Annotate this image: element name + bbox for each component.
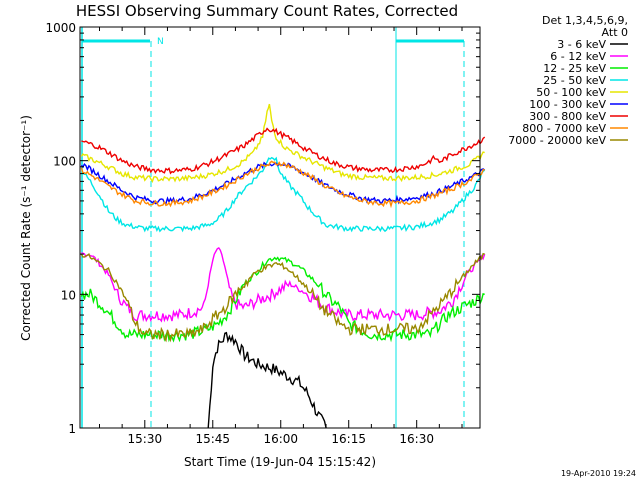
night-marker-label: N bbox=[157, 37, 164, 47]
y-tick-label-3: 1000 bbox=[45, 21, 76, 35]
legend-label-5: 100 - 300 keV bbox=[529, 98, 606, 111]
legend-label-2: 12 - 25 keV bbox=[543, 62, 606, 75]
x-tick-label-2: 16:00 bbox=[263, 432, 298, 446]
legend-label-7: 800 - 7000 keV bbox=[522, 122, 606, 135]
legend-label-0: 3 - 6 keV bbox=[557, 38, 606, 51]
chart-title: HESSI Observing Summary Count Rates, Cor… bbox=[76, 2, 458, 20]
plot-border bbox=[79, 26, 481, 429]
plot-frame bbox=[79, 26, 481, 429]
series-line-1 bbox=[81, 246, 486, 323]
legend-label-8: 7000 - 20000 keV bbox=[508, 134, 606, 147]
x-tick-label-0: 15:30 bbox=[128, 432, 163, 446]
legend-label-6: 300 - 800 keV bbox=[529, 110, 606, 123]
footer-timestamp: 19-Apr-2010 19:24 bbox=[561, 469, 636, 478]
series-line-4 bbox=[80, 103, 485, 184]
x-tick-label-3: 16:15 bbox=[331, 432, 366, 446]
legend-header-0: Det 1,3,4,5,6,9, bbox=[542, 14, 628, 27]
y-tick-label-1: 10 bbox=[61, 288, 76, 302]
legend-label-3: 25 - 50 keV bbox=[543, 74, 606, 87]
y-axis-label: Corrected Count Rate (s⁻¹ detector⁻¹) bbox=[19, 115, 33, 341]
legend-header-1: Att 0 bbox=[602, 26, 628, 39]
series-line-0 bbox=[207, 331, 327, 429]
axis-ticks: 1 10 100 1000 15:30 15:45 16:00 16:15 16:30 bbox=[45, 21, 480, 446]
plot-area: N bbox=[80, 27, 486, 429]
x-tick-label-1: 15:45 bbox=[195, 432, 230, 446]
series-line-2 bbox=[80, 256, 485, 343]
series-line-5 bbox=[80, 161, 486, 205]
series-line-6 bbox=[81, 127, 486, 175]
series-line-8 bbox=[80, 252, 485, 343]
legend-label-1: 6 - 12 keV bbox=[550, 50, 606, 63]
legend-label-4: 50 - 100 keV bbox=[536, 86, 606, 99]
series-line-7 bbox=[80, 160, 485, 209]
series-line-3 bbox=[81, 156, 486, 233]
x-tick-label-4: 16:30 bbox=[399, 432, 434, 446]
y-tick-label-0: 1 bbox=[68, 422, 76, 436]
y-tick-label-2: 100 bbox=[53, 155, 76, 169]
x-axis-label: Start Time (19-Jun-04 15:15:42) bbox=[184, 455, 376, 469]
